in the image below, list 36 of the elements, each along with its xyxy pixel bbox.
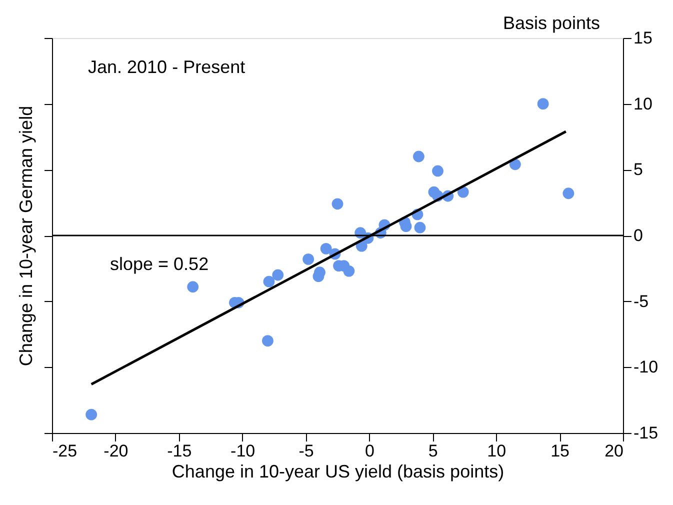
x-tick-label: -5 <box>298 442 314 460</box>
point <box>320 242 332 254</box>
point <box>413 150 424 162</box>
x-tick-label: -15 <box>167 442 192 460</box>
point <box>272 269 284 281</box>
y-tick-label: -5 <box>634 292 649 311</box>
y-tick-label: 10 <box>634 94 652 114</box>
y-tick-label: -10 <box>634 358 658 377</box>
point <box>86 408 98 420</box>
point <box>263 276 275 288</box>
annotation: Jan. 2010 - Present <box>88 57 246 77</box>
x-tick-label: -10 <box>230 442 256 460</box>
point <box>432 165 444 177</box>
point <box>414 222 426 234</box>
point <box>562 188 574 200</box>
point <box>537 98 549 110</box>
x-axis-title: Change in 10-year US yield (basis points) <box>172 462 504 482</box>
y-tick-label: 5 <box>634 160 643 180</box>
point <box>187 281 199 293</box>
text: Basis points <box>502 13 600 33</box>
x-tick-label: 10 <box>487 442 506 460</box>
annotation: slope = 0.52 <box>110 254 209 274</box>
point <box>343 265 355 277</box>
y-tick-label: 15 <box>634 28 652 48</box>
x-tick-label: 5 <box>428 442 438 460</box>
point <box>262 335 274 347</box>
x-tick-label: 15 <box>550 442 570 460</box>
x-tick-label: -20 <box>104 442 128 460</box>
y-tick-label: -15 <box>634 424 658 442</box>
point <box>332 198 344 210</box>
x-tick-label: -25 <box>52 442 78 460</box>
point <box>302 254 314 265</box>
x-tick-label: 20 <box>604 442 624 460</box>
y-axis-title: Change in 10-year German yield <box>16 106 36 366</box>
y-tick-label: 0 <box>634 226 643 245</box>
x-tick-label: 0 <box>364 442 374 460</box>
